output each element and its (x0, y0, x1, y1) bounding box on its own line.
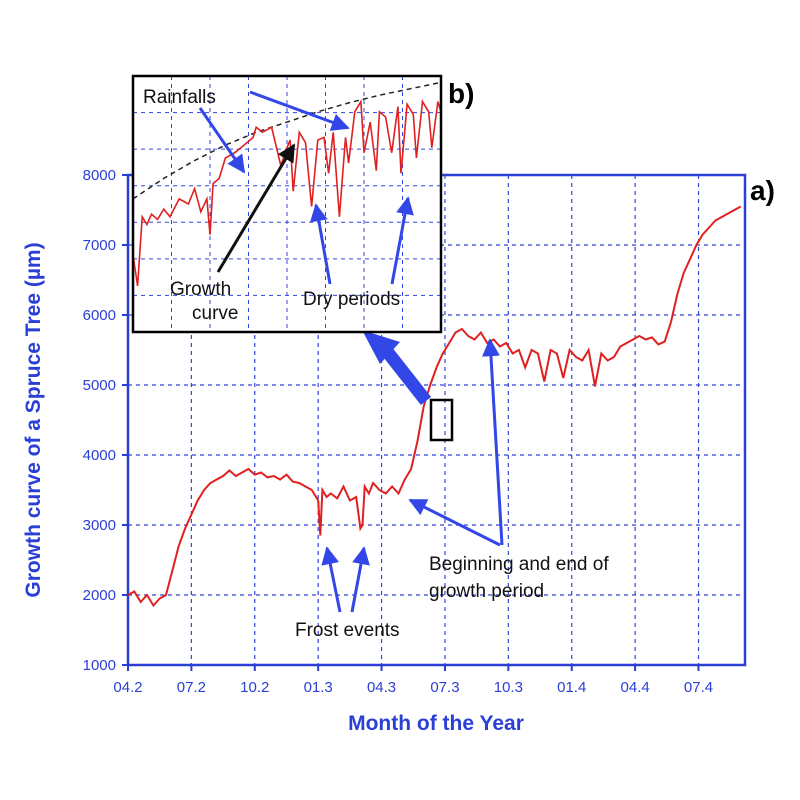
x-tick-label: 04.4 (621, 679, 650, 696)
y-tick-label: 1000 (83, 657, 116, 674)
y-tick-label: 5000 (83, 377, 116, 394)
growth-begin-arrow (408, 498, 501, 547)
frost-arrow-1 (321, 546, 342, 613)
rainfall-arrow-2 (249, 90, 350, 131)
zoom-arrow (376, 340, 432, 406)
zoom-arrow-head (362, 330, 400, 364)
panel-label-a: a) (750, 175, 775, 206)
growth-period-label-line2: growth period (429, 581, 544, 602)
rainfalls-label: Rainfalls (143, 87, 216, 108)
growth-end-arrow (481, 338, 504, 546)
frost-events-label: Frost events (295, 620, 400, 641)
x-tick-label: 07.3 (430, 679, 459, 696)
x-tick-labels: 04.2 07.2 10.2 01.3 04.3 07.3 10.3 01.4 04.4 07.4 (113, 679, 713, 696)
growth-curve-label-line2: curve (192, 303, 238, 324)
dry-arrow-2 (390, 196, 414, 285)
frost-arrow-2 (350, 546, 370, 613)
inset-frame (131, 74, 443, 334)
panel-label-b: b) (448, 78, 474, 109)
x-tick-label: 04.3 (367, 679, 396, 696)
x-tick-label: 01.4 (557, 679, 586, 696)
dry-periods-label: Dry periods (303, 289, 400, 310)
y-tick-label: 2000 (83, 587, 116, 604)
x-tick-label: 07.4 (684, 679, 713, 696)
inset-series-line (132, 98, 442, 287)
x-tick-label: 07.2 (177, 679, 206, 696)
y-tick-label: 8000 (83, 167, 116, 184)
x-tick-label: 10.2 (240, 679, 269, 696)
x-axis-label: Month of the Year (348, 712, 524, 735)
growth-curve-arrow (216, 143, 296, 273)
y-tick-label: 4000 (83, 447, 116, 464)
rainfall-arrow-1 (198, 107, 246, 174)
dry-arrow-1 (309, 203, 332, 285)
growth-curve-label-line1: Growth (170, 279, 231, 300)
inset-growth-trend-dashed (132, 81, 442, 200)
y-tick-label: 3000 (83, 517, 116, 534)
growth-series-line (127, 205, 742, 608)
x-tick-label: 01.3 (304, 679, 333, 696)
y-tick-label: 7000 (83, 237, 116, 254)
y-tick-labels: 1000 2000 3000 4000 5000 6000 7000 8000 (83, 167, 116, 674)
zoom-region-box (429, 398, 454, 442)
growth-period-label-line1: Beginning and end of (429, 554, 609, 575)
y-tick-label: 6000 (83, 307, 116, 324)
x-tick-label: 10.3 (494, 679, 523, 696)
y-axis-label: Growth curve of a Spruce Tree (µm) (22, 242, 45, 597)
x-tick-label: 04.2 (113, 679, 142, 696)
